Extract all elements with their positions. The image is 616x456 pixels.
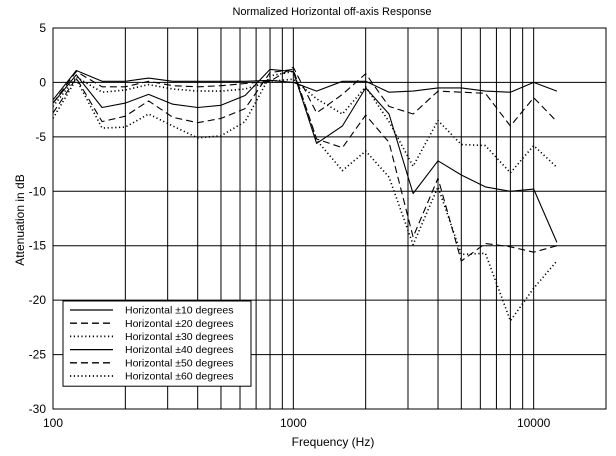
legend-box (62, 300, 252, 387)
legend-label-6: Horizontal ±60 degrees (125, 371, 234, 383)
y-tick-label: 5 (39, 21, 46, 35)
y-tick-label: -10 (29, 184, 47, 198)
y-tick-label: -15 (29, 239, 47, 253)
y-tick-label: -20 (29, 293, 47, 307)
legend-label-5: Horizontal ±50 degrees (125, 357, 234, 369)
x-tick-label: 1000 (280, 416, 307, 430)
grid (53, 27, 606, 410)
y-tick-label: -25 (29, 348, 47, 362)
series-line-2 (52, 66, 558, 127)
legend-label-1: Horizontal ±10 degrees (125, 305, 234, 317)
series-line-3 (52, 76, 558, 174)
x-tick-label: 10000 (517, 416, 551, 430)
legend-label-3: Horizontal ±30 degrees (125, 331, 234, 343)
x-tick-label: 100 (43, 416, 63, 430)
y-axis-title: Attenuation in dB (13, 174, 27, 265)
series-line-5 (52, 68, 558, 262)
y-tick-label: -5 (35, 130, 46, 144)
plot-frame (52, 27, 607, 410)
legend-label-4: Horizontal ±40 degrees (125, 344, 234, 356)
series-lines (52, 66, 558, 322)
series-line-1 (52, 69, 558, 101)
y-tick-label: -30 (29, 402, 47, 416)
y-tick-label: 0 (39, 75, 46, 89)
legend-label-2: Horizontal ±20 degrees (125, 318, 234, 330)
series-line-6 (52, 70, 558, 322)
x-axis-title: Frequency (Hz) (292, 435, 375, 449)
series-line-4 (52, 68, 558, 243)
chart-title: Normalized Horizontal off-axis Response (232, 6, 431, 18)
